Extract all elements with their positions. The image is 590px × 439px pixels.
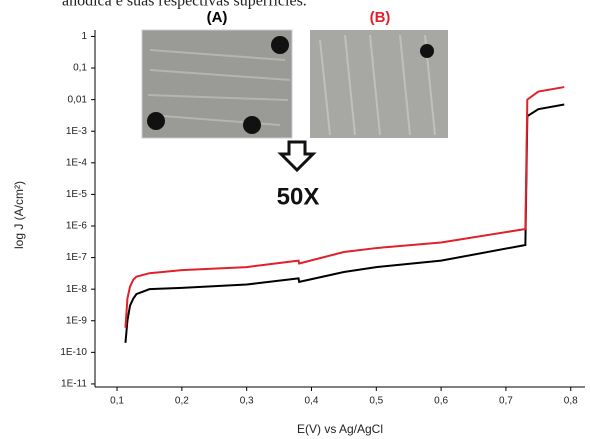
y-tick-label: 0,01: [68, 94, 88, 105]
y-tick-label: 1E-3: [66, 126, 88, 137]
y-tick-label: 1E-5: [66, 189, 88, 200]
series-line: [124, 103, 565, 343]
x-tick-label: 0,4: [305, 396, 319, 407]
arrow: [277, 140, 317, 173]
x-tick-label: 0,8: [564, 396, 578, 407]
x-tick-label: 0,6: [434, 396, 448, 407]
y-tick-label: 1E-9: [66, 315, 88, 326]
x-tick-label: 0,1: [110, 396, 124, 407]
y-tick-label: 1E-10: [60, 347, 87, 358]
y-tick-label: 0,1: [73, 63, 87, 74]
y-tick-label: 1E-8: [66, 284, 88, 295]
y-tick-label: 1E-6: [66, 221, 88, 232]
x-tick-label: 0,2: [175, 396, 189, 407]
x-axis-label: E(V) vs Ag/AgCl: [297, 422, 383, 436]
x-tick-label: 0,7: [499, 396, 513, 407]
series-line: [124, 86, 565, 328]
y-axis-label: log J (A/cm²): [12, 181, 26, 249]
annotation: 50X: [277, 183, 320, 210]
series-label: (A): [207, 9, 228, 26]
y-tick-label: 1E-4: [66, 157, 88, 168]
y-tick-label: 1E-11: [61, 379, 87, 390]
y-tick-label: 1E-7: [66, 252, 88, 263]
micrograph-a: [141, 29, 293, 139]
y-tick-label: 1: [81, 31, 87, 42]
series-label: (B): [370, 9, 391, 26]
micrograph-b: [310, 30, 448, 138]
x-tick-label: 0,3: [240, 396, 254, 407]
x-tick-label: 0,5: [369, 396, 383, 407]
caption: anódica e suas respectivas superfícies.: [62, 0, 307, 10]
